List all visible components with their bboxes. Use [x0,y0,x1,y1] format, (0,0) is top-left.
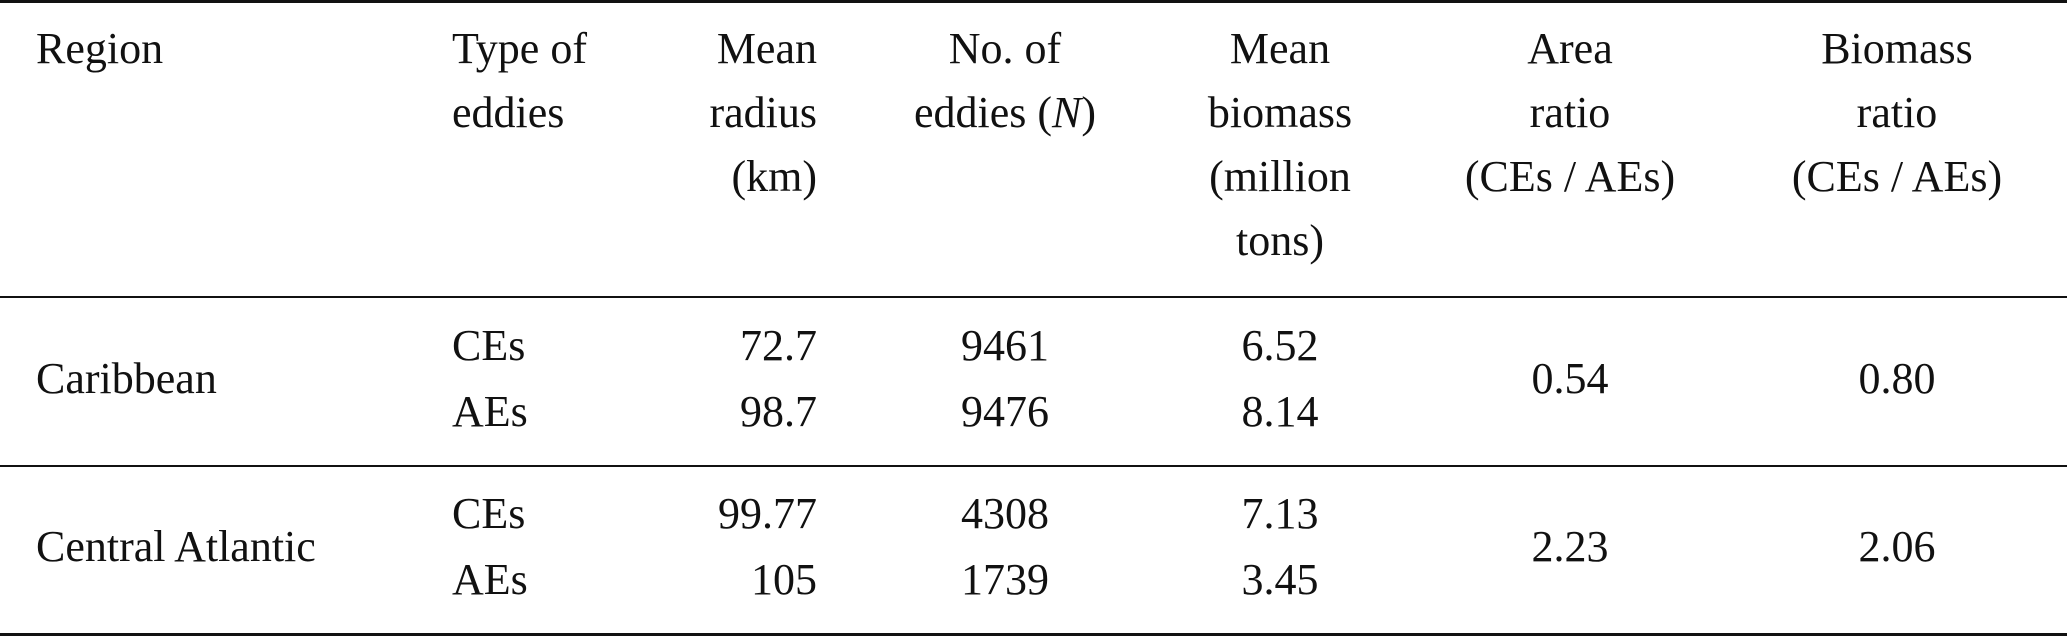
row-radius-ae: 105 [751,555,817,604]
row-count-ce: 9461 [961,321,1049,370]
header-rule [0,296,2067,298]
row-biomass-ratio: 2.06 [1858,522,1936,571]
row-type-ae: AEs [452,387,528,436]
row-divider [0,465,2067,467]
header-type-line2: eddies [452,88,565,137]
header-biomass-line2: biomass [1207,88,1353,137]
row-type-ce: CEs [452,321,526,370]
row-radius-ce: 99.77 [718,489,817,538]
row-biomass-ce: 7.13 [1241,489,1319,538]
bottom-rule [0,633,2067,636]
header-area-ratio-line2: ratio [1529,88,1611,137]
header-radius-line2: radius [709,88,817,137]
row-region: Caribbean [36,354,217,403]
row-count-ae: 9476 [961,387,1049,436]
header-biomass-ratio-line2: ratio [1856,88,1938,137]
row-biomass-ratio: 0.80 [1858,354,1936,403]
row-type-ce: CEs [452,489,526,538]
header-count-line1: No. of [948,24,1062,73]
header-biomass-ratio-line1: Biomass [1821,24,1973,73]
row-radius-ce: 72.7 [740,321,817,370]
header-biomass-line4: tons) [1236,216,1324,265]
row-biomass-ce: 6.52 [1241,321,1319,370]
header-count-line2: eddies (N) [913,88,1097,137]
header-area-ratio-line1: Area [1527,24,1613,73]
header-region: Region [36,24,164,73]
row-biomass-ae: 8.14 [1241,387,1319,436]
row-area-ratio: 0.54 [1531,354,1609,403]
row-count-ce: 4308 [961,489,1049,538]
row-count-ae: 1739 [961,555,1049,604]
header-biomass-ratio-line3: (CEs / AEs) [1791,152,2003,201]
row-area-ratio: 2.23 [1531,522,1609,571]
header-biomass-line1: Mean [1229,24,1331,73]
row-type-ae: AEs [452,555,528,604]
row-radius-ae: 98.7 [740,387,817,436]
row-region: Central Atlantic [36,522,316,571]
header-type-line1: Type of [452,24,587,73]
row-biomass-ae: 3.45 [1241,555,1319,604]
header-area-ratio-line3: (CEs / AEs) [1464,152,1676,201]
header-biomass-line3: (million [1209,152,1351,201]
top-rule [0,0,2067,3]
header-radius-line1: Mean [716,24,817,73]
header-radius-line3: (km) [731,152,817,201]
